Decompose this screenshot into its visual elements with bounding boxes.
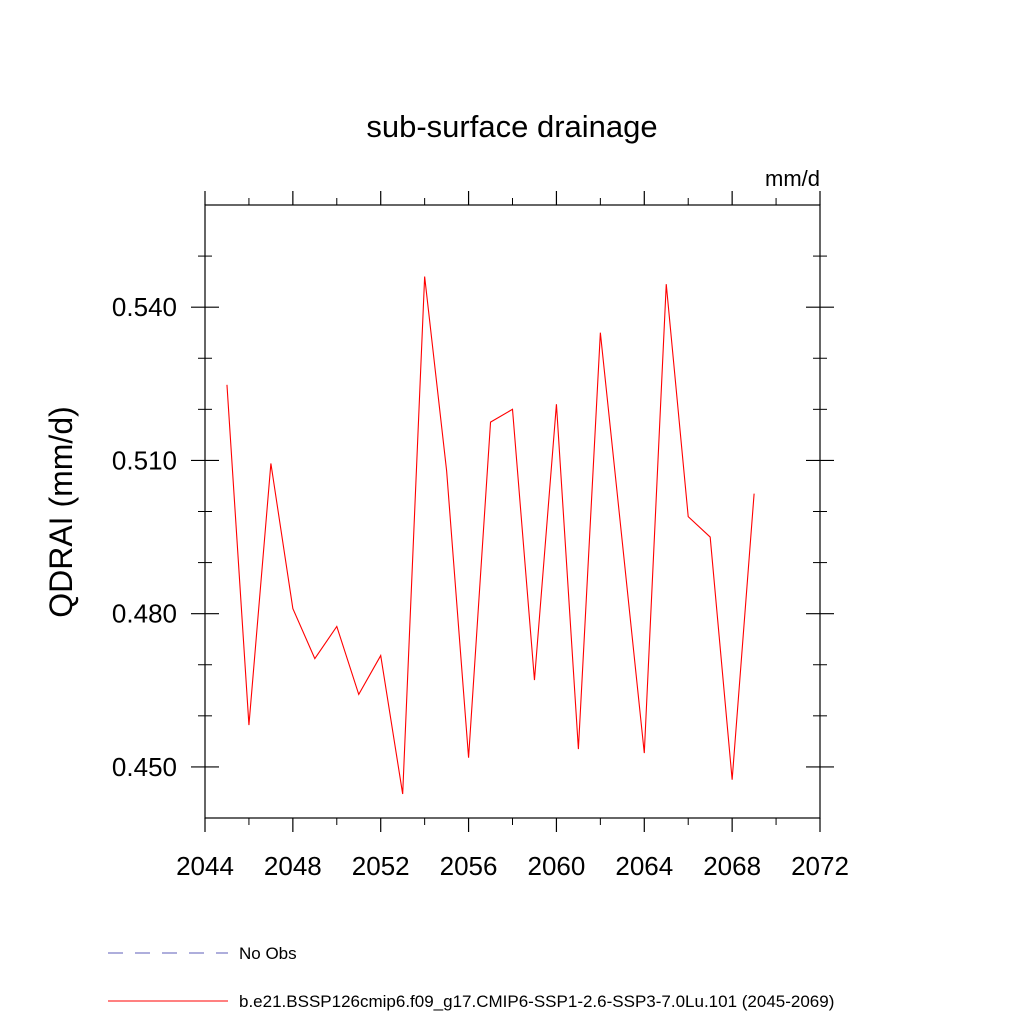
- y-tick-label: 0.480: [112, 599, 177, 629]
- x-tick-label: 2068: [703, 851, 761, 881]
- axis-ticks: [191, 191, 834, 832]
- legend: No Obs b.e21.BSSP126cmip6.f09_g17.CMIP6-S…: [108, 944, 834, 1011]
- series-group: [226, 276, 755, 795]
- x-tick-label: 2056: [440, 851, 498, 881]
- y-axis-label: QDRAI (mm/d): [43, 406, 79, 618]
- units-label: mm/d: [765, 166, 820, 191]
- x-tick-label: 2060: [528, 851, 586, 881]
- x-tick-label: 2064: [615, 851, 673, 881]
- x-tick-label: 2048: [264, 851, 322, 881]
- series-line: [226, 276, 755, 795]
- y-tick-label: 0.510: [112, 445, 177, 475]
- legend-label: No Obs: [239, 944, 297, 963]
- chart-title: sub-surface drainage: [366, 109, 657, 144]
- x-tick-label: 2072: [791, 851, 849, 881]
- legend-label: b.e21.BSSP126cmip6.f09_g17.CMIP6-SSP1-2.…: [239, 992, 834, 1011]
- axis-tick-labels: 2044 2048 2052 2056 2060 2064 2068 2072 0.450 0.4…: [112, 292, 849, 881]
- y-tick-label: 0.450: [112, 752, 177, 782]
- y-tick-label: 0.540: [112, 292, 177, 322]
- x-tick-label: 2044: [176, 851, 234, 881]
- x-tick-label: 2052: [352, 851, 410, 881]
